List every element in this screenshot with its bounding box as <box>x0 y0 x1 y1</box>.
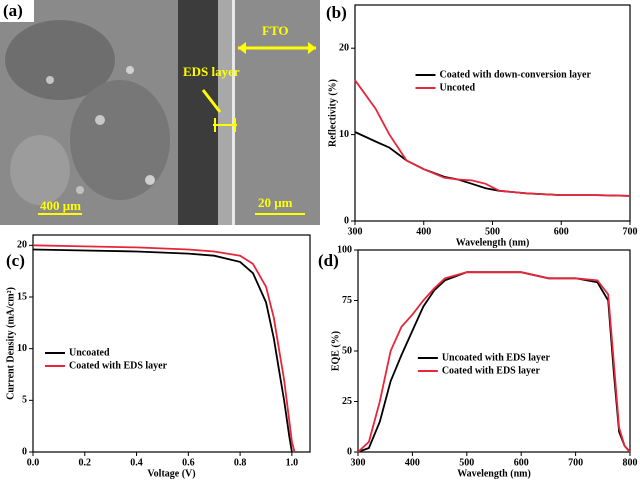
y-axis-label: EQE (%) <box>330 331 341 371</box>
x-tick-label: 0.8 <box>234 457 247 468</box>
y-tick-label: 0 <box>347 446 352 457</box>
sem-texture <box>10 135 70 205</box>
y-axis-label: Reflectivity (%) <box>327 79 338 147</box>
arrowhead <box>238 42 316 54</box>
y-axis-label: Current Density (mA/cm²) <box>5 287 16 400</box>
y-tick-label: 20 <box>339 42 349 53</box>
y-tick-label: 20 <box>17 240 27 251</box>
plot-frame <box>32 234 311 453</box>
sem-particle <box>46 76 54 84</box>
sem-eds-layer <box>218 0 232 225</box>
legend-label: Uncoated <box>69 347 110 358</box>
arrow <box>201 89 222 113</box>
sem-texture <box>70 80 170 200</box>
panel-label: (c) <box>6 251 25 270</box>
series-line <box>357 271 631 453</box>
sem-particle <box>76 186 84 194</box>
x-tick-label: 300 <box>351 457 366 468</box>
sem-particle <box>95 115 105 125</box>
legend-label: Uncoted <box>440 82 476 93</box>
panel-label: (a) <box>3 1 23 20</box>
scale-label: 20 μm <box>258 195 293 210</box>
x-tick-label: 700 <box>568 457 583 468</box>
sem-substrate <box>178 0 218 225</box>
sem-fto <box>235 0 320 225</box>
panel-label-box <box>0 0 34 22</box>
annotation: FTO <box>262 23 289 38</box>
y-tick-label: 10 <box>339 129 349 140</box>
y-tick-label: 25 <box>342 396 352 407</box>
y-tick-label: 75 <box>342 295 352 306</box>
panel-label: (d) <box>318 251 339 270</box>
x-tick-label: 500 <box>485 226 500 237</box>
x-tick-label: 0.6 <box>182 457 195 468</box>
y-tick-label: 100 <box>337 244 352 255</box>
sem-panel: (a) FTO EDS layer 400 μm 20 μm <box>0 0 320 225</box>
panel-label: (b) <box>326 3 347 22</box>
y-tick-label: 5 <box>22 395 27 406</box>
x-tick-label: 400 <box>416 226 431 237</box>
sem-texture <box>5 20 115 100</box>
sem-particle <box>126 66 134 74</box>
x-axis-label: Wavelength (nm) <box>456 237 530 248</box>
y-tick-label: 15 <box>17 291 27 302</box>
x-axis-label: Voltage (V) <box>147 468 195 479</box>
legend-label: Uncoated with EDS layer <box>442 352 551 363</box>
legend-label: Coated with EDS layer <box>69 360 168 371</box>
series-line <box>32 248 293 453</box>
series-line <box>32 244 296 453</box>
x-tick-label: 500 <box>459 457 474 468</box>
sem-particle <box>145 175 155 185</box>
annotation: EDS layer <box>183 64 240 79</box>
x-tick-label: 700 <box>623 226 638 237</box>
series-line <box>354 79 631 197</box>
x-tick-label: 0.2 <box>79 457 92 468</box>
x-tick-label: 800 <box>623 457 638 468</box>
x-tick-label: 0.4 <box>130 457 143 468</box>
y-tick-label: 0 <box>22 446 27 457</box>
scale-label: 400 μm <box>40 198 81 213</box>
legend-label: Coated with EDS layer <box>442 365 541 376</box>
x-tick-label: 400 <box>405 457 420 468</box>
y-tick-label: 50 <box>342 345 352 356</box>
sem-interface <box>232 0 235 225</box>
y-tick-label: 0 <box>344 215 349 226</box>
x-tick-label: 1.0 <box>286 457 299 468</box>
x-axis-label: Wavelength (nm) <box>457 468 531 479</box>
x-tick-label: 300 <box>348 226 363 237</box>
x-tick-label: 600 <box>554 226 569 237</box>
y-tick-label: 10 <box>17 343 27 354</box>
x-tick-label: 600 <box>514 457 529 468</box>
legend-label: Coated with down-conversion layer <box>440 69 592 80</box>
x-tick-label: 0.0 <box>27 457 40 468</box>
